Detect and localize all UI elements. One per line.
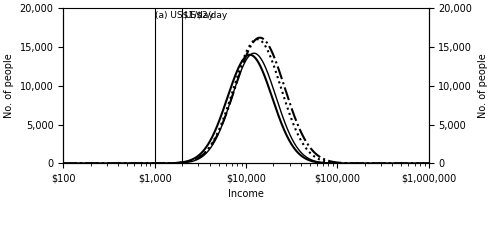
1990 [348,162,354,165]
1990 [228,94,234,97]
Text: US$2/day: US$2/day [184,11,227,20]
1980 [415,162,421,165]
Line: 1980: 1980 [63,53,429,163]
1998 [257,36,263,39]
1980 [228,98,234,100]
1980 [238,70,244,72]
1998 [348,162,354,165]
1970 [238,62,244,64]
1970 [61,162,66,165]
1970 [426,162,431,165]
1990 [426,162,431,165]
1990 [238,64,244,67]
1990 [415,162,421,165]
1998 [61,162,66,165]
Line: 1990: 1990 [63,39,429,163]
1998 [79,162,85,165]
Text: (a) US$1/day: (a) US$1/day [155,11,214,20]
Y-axis label: No. of people: No. of people [478,53,488,118]
1980 [61,162,66,165]
1980 [426,162,431,165]
1980 [415,162,421,165]
Y-axis label: No. of people: No. of people [4,53,14,118]
1998 [426,162,431,165]
1980 [79,162,85,165]
1970 [228,85,234,88]
1970 [79,162,85,165]
1990 [415,162,421,165]
1998 [228,98,234,101]
1970 [247,53,253,56]
1970 [348,162,354,165]
1970 [415,162,421,165]
X-axis label: Income: Income [228,189,264,199]
1998 [238,68,244,71]
1998 [415,162,421,165]
1980 [348,162,354,165]
1980 [251,52,257,54]
Line: 1998: 1998 [63,38,429,163]
1990 [254,38,260,41]
1970 [415,162,421,165]
1998 [415,162,421,165]
1990 [79,162,85,165]
Line: 1970: 1970 [63,55,429,163]
1990 [61,162,66,165]
